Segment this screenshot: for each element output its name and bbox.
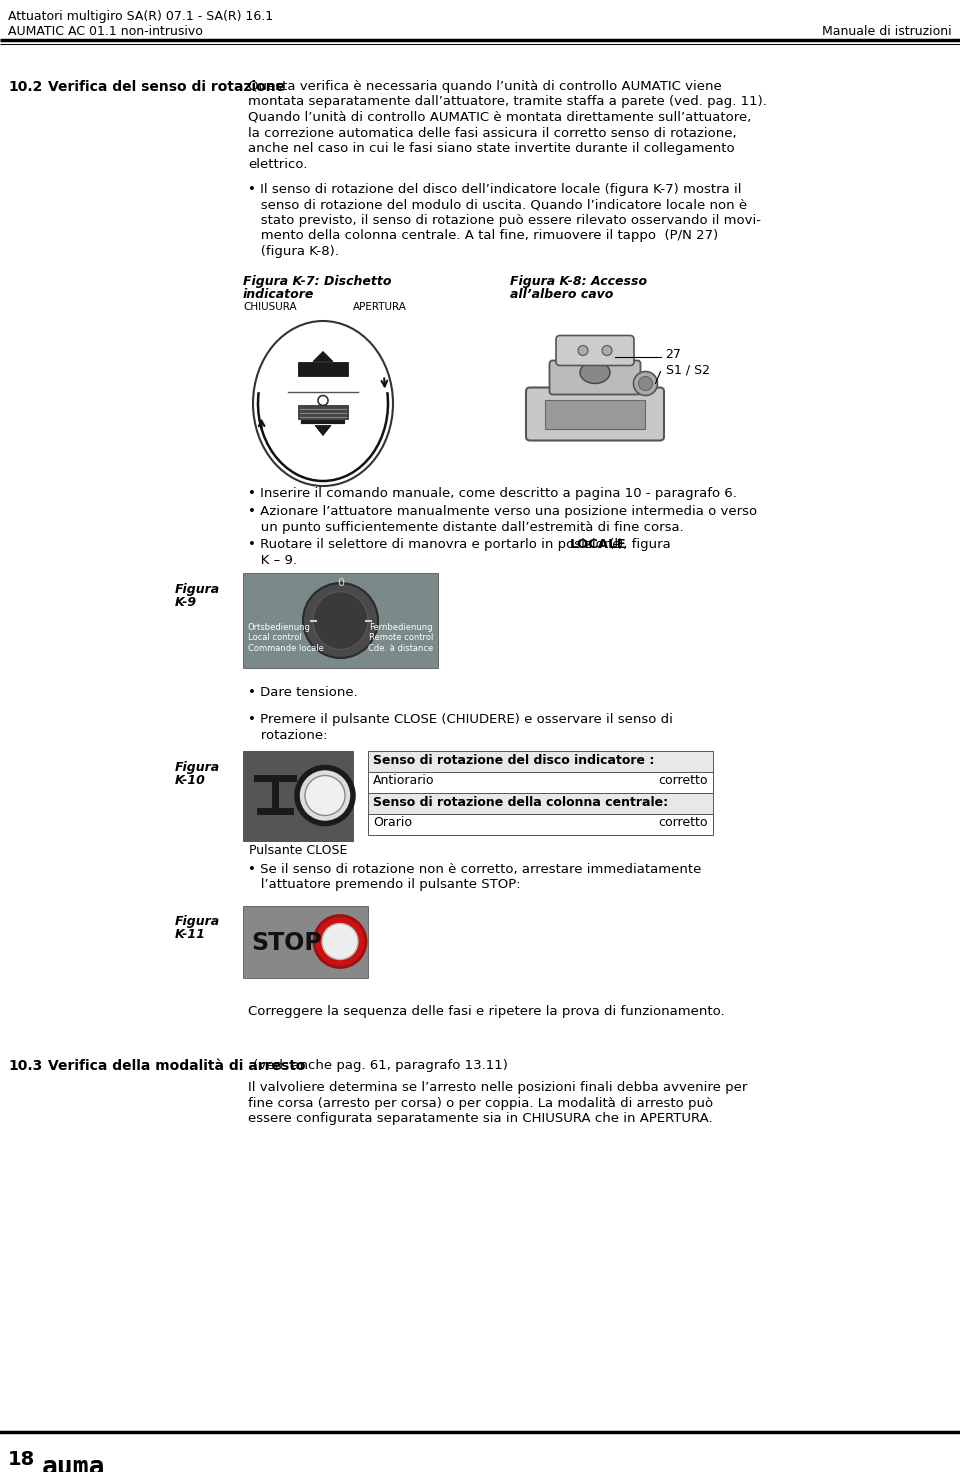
Text: • Dare tensione.: • Dare tensione. [248,686,358,699]
Text: la correzione automatica delle fasi assicura il corretto senso di rotazione,: la correzione automatica delle fasi assi… [248,127,736,140]
Text: • Premere il pulsante CLOSE (CHIUDERE) e osservare il senso di: • Premere il pulsante CLOSE (CHIUDERE) e… [248,714,673,727]
Text: 27: 27 [665,349,682,362]
Text: Figura: Figura [175,761,220,773]
Text: S1 / S2: S1 / S2 [665,364,709,377]
FancyBboxPatch shape [556,336,634,365]
Circle shape [602,346,612,356]
Text: • Azionare l’attuatore manualmente verso una posizione intermedia o verso: • Azionare l’attuatore manualmente verso… [248,505,757,518]
Text: corretto: corretto [659,817,708,830]
Text: montata separatamente dall’attuatore, tramite staffa a parete (ved. pag. 11).: montata separatamente dall’attuatore, tr… [248,96,767,109]
FancyBboxPatch shape [549,361,640,394]
Text: CHIUSURA: CHIUSURA [243,302,297,312]
Bar [545,399,645,428]
Text: l’attuatore premendo il pulsante STOP:: l’attuatore premendo il pulsante STOP: [248,877,520,891]
Text: Verifica del senso di rotazione: Verifica del senso di rotazione [48,79,285,94]
Bar [298,362,348,375]
Text: Manuale di istruzioni: Manuale di istruzioni [823,25,952,38]
Text: Il valvoliere determina se l’arresto nelle posizioni finali debba avvenire per: Il valvoliere determina se l’arresto nel… [248,1080,748,1094]
Text: 10.3: 10.3 [8,1058,42,1073]
Text: Verifica della modalità di arresto: Verifica della modalità di arresto [48,1058,305,1073]
Text: un punto sufficientemente distante dall’estremità di fine corsa.: un punto sufficientemente distante dall’… [248,521,684,533]
Text: Figura: Figura [175,583,220,596]
Text: senso di rotazione del modulo di uscita. Quando l’indicatore locale non è: senso di rotazione del modulo di uscita.… [248,199,747,212]
Ellipse shape [313,592,368,649]
Text: K – 9.: K – 9. [248,553,297,567]
Ellipse shape [580,362,610,384]
Text: AUMATIC AC 01.1 non-intrusivo: AUMATIC AC 01.1 non-intrusivo [8,25,203,38]
Circle shape [322,923,358,960]
Text: 18: 18 [8,1450,36,1469]
Text: Ortsbedienung
Local control
Commande locale: Ortsbedienung Local control Commande loc… [248,623,324,652]
Text: Pulsante CLOSE: Pulsante CLOSE [249,845,348,858]
Circle shape [638,377,653,390]
Circle shape [578,346,588,356]
Text: Orario: Orario [373,817,412,830]
Polygon shape [313,352,333,362]
Text: Questa verifica è necessaria quando l’unità di controllo AUMATIC viene: Questa verifica è necessaria quando l’un… [248,79,722,93]
Text: elettrico.: elettrico. [248,158,307,171]
Text: K-9: K-9 [175,596,197,609]
Text: 0: 0 [337,578,344,587]
Text: rotazione:: rotazione: [248,729,327,742]
Text: corretto: corretto [659,774,708,788]
Bar [243,905,368,977]
Ellipse shape [253,321,393,486]
Text: APERTURA: APERTURA [353,302,407,312]
Text: Quando l’unità di controllo AUMATIC è montata direttamente sull’attuatore,: Quando l’unità di controllo AUMATIC è mo… [248,110,752,124]
Bar [298,405,348,418]
Text: (l), figura: (l), figura [605,537,671,551]
Text: K-10: K-10 [175,773,205,786]
Text: (ved. anche pag. 61, paragrafo 13.11): (ved. anche pag. 61, paragrafo 13.11) [249,1058,508,1072]
Text: fine corsa (arresto per corsa) o per coppia. La modalità di arresto può: fine corsa (arresto per corsa) o per cop… [248,1097,713,1110]
Text: STOP: STOP [251,932,322,955]
Text: LOCALE: LOCALE [570,537,627,551]
FancyBboxPatch shape [526,387,664,440]
Bar [368,771,713,792]
Text: Antiorario: Antiorario [373,774,435,788]
Text: essere configurata separatamente sia in CHIUSURA che in APERTURA.: essere configurata separatamente sia in … [248,1111,712,1125]
Text: stato previsto, il senso di rotazione può essere rilevato osservando il movi-: stato previsto, il senso di rotazione pu… [248,213,761,227]
Text: auma: auma [42,1454,106,1472]
Text: Figura: Figura [175,916,220,929]
Text: Figura K-7: Dischetto: Figura K-7: Dischetto [243,274,392,287]
Text: Senso di rotazione del disco indicatore :: Senso di rotazione del disco indicatore … [373,754,655,767]
Circle shape [314,916,366,967]
Text: anche nel caso in cui le fasi siano state invertite durante il collegamento: anche nel caso in cui le fasi siano stat… [248,141,734,155]
Text: • Se il senso di rotazione non è corretto, arrestare immediatamente: • Se il senso di rotazione non è corrett… [248,863,702,876]
Bar [368,751,713,771]
Polygon shape [315,425,331,436]
Bar [368,792,713,814]
Circle shape [634,371,658,396]
Text: • Il senso di rotazione del disco dell’indicatore locale (figura K-7) mostra il: • Il senso di rotazione del disco dell’i… [248,183,741,196]
Circle shape [305,776,345,815]
Circle shape [297,767,353,823]
Text: • Ruotare il selettore di manovra e portarlo in posizione: • Ruotare il selettore di manovra e port… [248,537,625,551]
Text: K-11: K-11 [175,929,205,942]
Bar [243,751,353,841]
Text: indicatore: indicatore [243,287,314,300]
Text: Fernbedienung
Remote control
Cde. à distance: Fernbedienung Remote control Cde. à dist… [368,623,433,652]
Text: 10.2: 10.2 [8,79,42,94]
Text: mento della colonna centrale. A tal fine, rimuovere il tappo  (P/N 27): mento della colonna centrale. A tal fine… [248,230,718,243]
Text: Attuatori multigiro SA(R) 07.1 - SA(R) 16.1: Attuatori multigiro SA(R) 07.1 - SA(R) 1… [8,10,274,24]
Ellipse shape [303,583,378,658]
Text: • Inserire il comando manuale, come descritto a pagina 10 - paragrafo 6.: • Inserire il comando manuale, come desc… [248,487,737,500]
Text: Figura K-8: Accesso: Figura K-8: Accesso [510,274,647,287]
Bar [243,573,438,668]
Bar [368,814,713,835]
Text: Senso di rotazione della colonna centrale:: Senso di rotazione della colonna central… [373,795,668,808]
Text: all’albero cavo: all’albero cavo [510,287,613,300]
Text: (figura K-8).: (figura K-8). [248,244,339,258]
Text: Correggere la sequenza delle fasi e ripetere la prova di funzionamento.: Correggere la sequenza delle fasi e ripe… [248,1005,725,1019]
